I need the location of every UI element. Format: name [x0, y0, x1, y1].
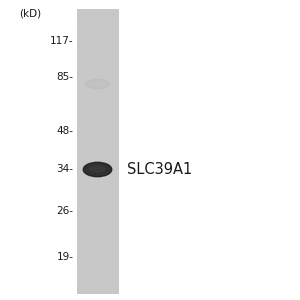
- Bar: [76, 42, 118, 47]
- Bar: [76, 151, 118, 156]
- Bar: [76, 9, 118, 294]
- Bar: [76, 284, 118, 289]
- Bar: [76, 75, 118, 80]
- Bar: [76, 270, 118, 275]
- Text: 117-: 117-: [50, 35, 74, 46]
- Bar: [76, 180, 118, 185]
- Bar: [76, 51, 118, 56]
- Bar: [76, 85, 118, 90]
- Bar: [76, 23, 118, 28]
- Bar: [76, 80, 118, 85]
- Text: (kD): (kD): [19, 8, 41, 19]
- Text: SLC39A1: SLC39A1: [128, 162, 193, 177]
- Bar: [76, 104, 118, 109]
- Text: 26-: 26-: [56, 206, 74, 217]
- Bar: [76, 118, 118, 123]
- Bar: [76, 227, 118, 232]
- Bar: [76, 37, 118, 42]
- Bar: [76, 251, 118, 256]
- Ellipse shape: [90, 166, 105, 172]
- Bar: [76, 246, 118, 251]
- Bar: [76, 218, 118, 223]
- Text: 19-: 19-: [56, 251, 74, 262]
- Bar: [76, 289, 118, 294]
- Bar: [76, 166, 118, 170]
- Bar: [76, 113, 118, 118]
- Bar: [76, 184, 118, 190]
- Bar: [76, 194, 118, 199]
- Ellipse shape: [83, 162, 112, 177]
- Bar: [76, 256, 118, 261]
- Bar: [76, 28, 118, 33]
- Bar: [76, 14, 118, 19]
- Bar: [76, 208, 118, 213]
- Bar: [76, 156, 118, 161]
- Ellipse shape: [85, 79, 109, 89]
- Bar: [76, 203, 118, 208]
- Bar: [76, 146, 118, 152]
- Bar: [76, 89, 118, 94]
- Bar: [76, 47, 118, 52]
- Text: 34-: 34-: [56, 164, 74, 175]
- Bar: [76, 70, 118, 76]
- Bar: [76, 199, 118, 204]
- Text: 85-: 85-: [56, 71, 74, 82]
- Bar: [76, 99, 118, 104]
- Bar: [76, 61, 118, 66]
- Bar: [76, 265, 118, 270]
- Bar: [76, 213, 118, 218]
- Bar: [76, 242, 118, 247]
- Bar: [76, 223, 118, 227]
- Bar: [76, 132, 118, 137]
- Bar: [76, 232, 118, 237]
- Text: 48-: 48-: [56, 125, 74, 136]
- Bar: [76, 108, 118, 113]
- Bar: [76, 123, 118, 128]
- Bar: [76, 142, 118, 147]
- Bar: [76, 18, 118, 23]
- Bar: [76, 275, 118, 280]
- Bar: [76, 128, 118, 133]
- Bar: [76, 161, 118, 166]
- Bar: [76, 170, 118, 175]
- Bar: [76, 175, 118, 180]
- Bar: [76, 260, 118, 266]
- Bar: [76, 9, 118, 14]
- Bar: [76, 94, 118, 99]
- Bar: [76, 189, 118, 194]
- Bar: [76, 280, 118, 284]
- Bar: [76, 237, 118, 242]
- Bar: [76, 66, 118, 71]
- Bar: [76, 56, 118, 61]
- Bar: [76, 32, 118, 38]
- Bar: [76, 137, 118, 142]
